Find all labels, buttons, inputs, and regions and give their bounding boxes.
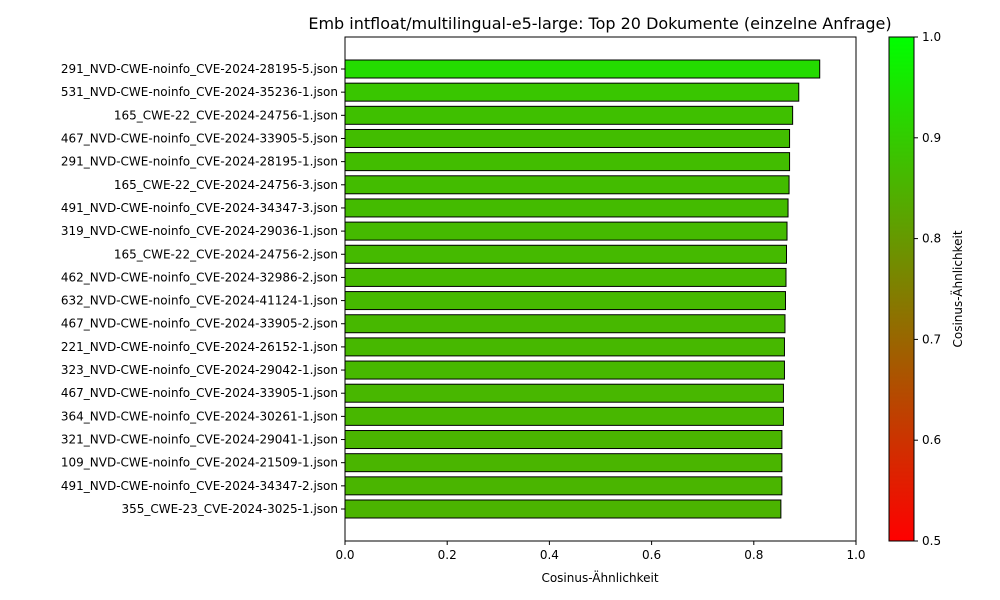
- y-tick-label: 632_NVD-CWE-noinfo_CVE-2024-41124-1.json: [61, 294, 338, 308]
- bar-1: [344, 59, 821, 79]
- y-tick-label: 165_CWE-22_CVE-2024-24756-2.json: [114, 247, 338, 261]
- bar-8: [344, 221, 788, 241]
- y-tick-label: 165_CWE-22_CVE-2024-24756-3.json: [114, 178, 338, 192]
- bar-9: [344, 244, 788, 264]
- bar-18: [344, 453, 783, 473]
- bar-12: [344, 314, 786, 334]
- bar-6: [344, 175, 790, 195]
- x-axis-ticks: 0.0 0.2 0.4 0.6 0.8 1.0: [335, 541, 866, 562]
- y-tick-label: 467_NVD-CWE-noinfo_CVE-2024-33905-5.json: [61, 131, 338, 145]
- colorbar-tick-label: 0.5: [922, 534, 941, 548]
- y-tick-label: 462_NVD-CWE-noinfo_CVE-2024-32986-2.json: [61, 270, 338, 284]
- plot-frame: [344, 36, 857, 542]
- x-tick-label: 0.2: [438, 548, 457, 562]
- colorbar-tick-label: 0.7: [922, 332, 941, 346]
- bars-layer: [344, 59, 821, 519]
- bar-11: [344, 291, 786, 311]
- bar-3: [344, 105, 794, 125]
- x-tick-label: 0.4: [540, 548, 559, 562]
- y-tick-label: 491_NVD-CWE-noinfo_CVE-2024-34347-3.json: [61, 201, 338, 215]
- chart-title: Emb intfloat/multilingual-e5-large: Top …: [308, 14, 891, 33]
- y-tick-label: 467_NVD-CWE-noinfo_CVE-2024-33905-2.json: [61, 317, 338, 331]
- colorbar-tick-label: 0.6: [922, 433, 941, 447]
- x-tick-label: 0.8: [744, 548, 763, 562]
- bar-16: [344, 406, 784, 426]
- y-tick-labels: 291_NVD-CWE-noinfo_CVE-2024-28195-5.json…: [61, 62, 345, 516]
- x-tick-label: 0.0: [335, 548, 354, 562]
- bar-13: [344, 337, 785, 357]
- colorbar-tick-label: 1.0: [922, 30, 941, 44]
- colorbar-tick-label: 0.9: [922, 131, 941, 145]
- y-tick-label: 491_NVD-CWE-noinfo_CVE-2024-34347-2.json: [61, 479, 338, 493]
- y-tick-label: 321_NVD-CWE-noinfo_CVE-2024-29041-1.json: [61, 433, 338, 447]
- x-axis-label: Cosinus-Ähnlichkeit: [541, 570, 658, 585]
- bar-5: [344, 152, 791, 172]
- y-tick-label: 109_NVD-CWE-noinfo_CVE-2024-21509-1.json: [61, 456, 338, 470]
- bar-19: [344, 476, 783, 496]
- y-tick-label: 364_NVD-CWE-noinfo_CVE-2024-30261-1.json: [61, 409, 338, 423]
- x-tick-label: 0.6: [642, 548, 661, 562]
- bar-15: [344, 383, 784, 403]
- y-tick-label: 531_NVD-CWE-noinfo_CVE-2024-35236-1.json: [61, 85, 338, 99]
- y-tick-label: 467_NVD-CWE-noinfo_CVE-2024-33905-1.json: [61, 386, 338, 400]
- x-tick-label: 1.0: [846, 548, 865, 562]
- colorbar: [888, 36, 915, 542]
- y-tick-label: 291_NVD-CWE-noinfo_CVE-2024-28195-1.json: [61, 155, 338, 169]
- y-tick-label: 323_NVD-CWE-noinfo_CVE-2024-29042-1.json: [61, 363, 338, 377]
- bar-10: [344, 267, 787, 287]
- colorbar-ticks: 0.5 0.6 0.7 0.8 0.9 1.0: [914, 30, 941, 548]
- colorbar-tick-label: 0.8: [922, 232, 941, 246]
- bar-7: [344, 198, 789, 218]
- y-tick-label: 355_CWE-23_CVE-2024-3025-1.json: [121, 502, 338, 516]
- colorbar-label: Cosinus-Ähnlichkeit: [950, 230, 965, 347]
- y-tick-label: 165_CWE-22_CVE-2024-24756-1.json: [114, 108, 338, 122]
- bar-17: [344, 430, 783, 450]
- bar-14: [344, 360, 785, 380]
- y-tick-label: 221_NVD-CWE-noinfo_CVE-2024-26152-1.json: [61, 340, 338, 354]
- bar-2: [344, 82, 800, 102]
- bar-4: [344, 128, 791, 148]
- y-tick-label: 319_NVD-CWE-noinfo_CVE-2024-29036-1.json: [61, 224, 338, 238]
- bar-20: [344, 499, 782, 519]
- y-tick-label: 291_NVD-CWE-noinfo_CVE-2024-28195-5.json: [61, 62, 338, 76]
